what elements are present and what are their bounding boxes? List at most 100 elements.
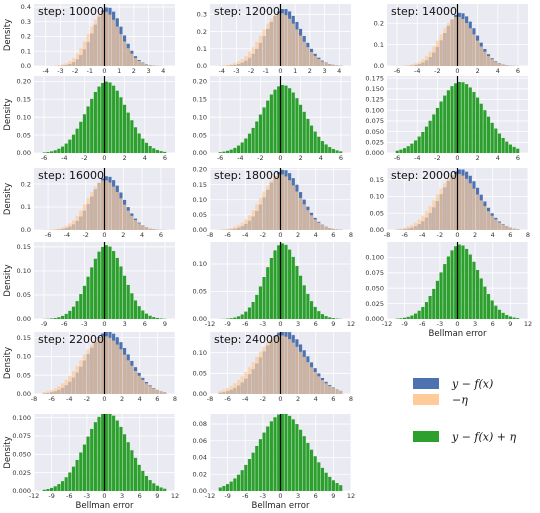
bar-neg-eta — [90, 344, 94, 394]
x-tick-label: -6 — [45, 231, 51, 239]
y-tick-label: 0.05 — [193, 131, 207, 139]
bar-y-minus-f-plus-eta — [295, 265, 299, 319]
bar-neg-eta — [148, 386, 152, 394]
bar-neg-eta — [152, 388, 156, 394]
bar-y-minus-f-plus-eta — [446, 90, 450, 153]
x-tick-label: 6 — [314, 492, 318, 500]
bar-neg-eta — [229, 64, 233, 66]
bar-y-minus-f-plus-eta — [53, 150, 57, 153]
bar-neg-eta — [309, 215, 314, 230]
bar-y-minus-f-plus-eta — [104, 81, 108, 153]
x-tick-label: -4 — [66, 395, 72, 403]
y-tick-label: 0.050 — [365, 284, 384, 292]
bar-y-minus-f-plus-eta — [277, 86, 281, 153]
bar-y-minus-f-plus-eta — [93, 92, 97, 153]
bar-neg-eta — [57, 65, 61, 66]
bar-neg-eta — [273, 336, 277, 394]
bar-neg-eta — [229, 385, 233, 394]
bar-y-minus-f-plus-eta — [288, 415, 292, 491]
x-axis-label: Bellman error — [252, 501, 310, 511]
bar-neg-eta — [406, 65, 410, 66]
x-tick-label: -6 — [242, 492, 248, 500]
bar-y-minus-f-plus-eta — [75, 459, 79, 491]
y-tick-label: 0.150 — [365, 85, 384, 93]
bar-neg-eta — [42, 392, 46, 394]
bar-y-minus-f-plus-eta — [222, 151, 226, 153]
bar-y-minus-f-plus-eta — [501, 137, 505, 153]
bar-neg-eta — [119, 34, 123, 66]
bar-y-minus-f-plus-eta — [410, 315, 414, 319]
x-tick-label: 0 — [102, 67, 106, 75]
y-axis-label: Density — [3, 98, 13, 130]
x-tick-label: 4 — [496, 154, 500, 162]
bar-neg-eta — [53, 388, 57, 394]
bar-neg-eta — [112, 19, 116, 67]
y-tick-label: 0.0 — [197, 62, 207, 70]
bottom-panel-6: -12 -9 -6 -3 0 3 6 9 12 0.000 0.025 0.050 0.075 0.100 — [12, 414, 179, 500]
x-tick-label: -8 — [207, 231, 213, 239]
bar-y-minus-f-plus-eta — [115, 257, 119, 319]
x-tick-label: 4 — [140, 231, 144, 239]
bar-y-minus-f-plus-eta — [324, 144, 328, 153]
bar-y-minus-f-plus-eta — [475, 97, 480, 153]
x-tick-label: 9 — [331, 320, 335, 328]
bar-y-minus-f-plus-eta — [421, 131, 425, 153]
top-panel-6: -8 -6 -4 -2 0 2 4 6 8 0.00 0.05 0.10 0.15 step: 22000 — [17, 332, 177, 403]
bar-neg-eta — [233, 62, 237, 66]
x-tick-label: -6 — [48, 395, 54, 403]
bar-neg-eta — [141, 225, 145, 230]
bar-neg-eta — [133, 371, 138, 394]
bottom-panel-7: -12 -9 -6 -3 0 3 6 9 12 0.00 0.02 0.04 0.06 0.08 — [193, 414, 355, 500]
bar-y-minus-f-plus-eta — [126, 284, 130, 319]
x-tick-label: -4 — [419, 231, 425, 239]
bar-neg-eta — [137, 223, 141, 230]
bar-y-minus-f-plus-eta — [258, 286, 263, 319]
bar-y-minus-f-plus-eta — [439, 101, 443, 153]
bar-y-minus-f-plus-eta — [229, 481, 233, 491]
x-tick-label: -8 — [207, 395, 213, 403]
x-tick-label: 0 — [278, 492, 282, 500]
bar-y-minus-f-plus-eta — [424, 302, 429, 319]
bar-neg-eta — [226, 388, 230, 394]
bar-neg-eta — [244, 371, 248, 394]
bar-neg-eta — [328, 385, 332, 394]
bar-y-minus-f-plus-eta — [148, 145, 152, 153]
bar-y-minus-f-plus-eta — [244, 464, 248, 491]
bar-y-minus-f-plus-eta — [82, 285, 87, 319]
bar-y-minus-f-plus-eta — [413, 313, 418, 319]
bar-y-minus-f-plus-eta — [306, 118, 310, 153]
y-tick-label: 0.00 — [17, 315, 31, 323]
bar-neg-eta — [101, 11, 105, 66]
y-tick-label: 0.15 — [17, 95, 31, 103]
bar-y-minus-f-plus-eta — [50, 318, 54, 319]
bar-neg-eta — [258, 35, 263, 66]
bar-y-minus-f-plus-eta — [163, 151, 167, 153]
bar-neg-eta — [424, 211, 429, 230]
bar-neg-eta — [306, 47, 310, 66]
bar-neg-eta — [79, 360, 83, 394]
bar-neg-eta — [295, 191, 299, 230]
bar-neg-eta — [432, 46, 436, 66]
bar-y-minus-f-plus-eta — [291, 256, 295, 319]
bar-y-minus-f-plus-eta — [490, 300, 494, 319]
bar-neg-eta — [269, 180, 273, 230]
bar-neg-eta — [439, 34, 443, 66]
y-tick-label: 0.05 — [370, 209, 384, 217]
bar-y-minus-f-plus-eta — [439, 272, 443, 319]
bar-y-minus-f-plus-eta — [159, 318, 163, 319]
y-tick-label: 0.075 — [12, 432, 31, 440]
y-tick-label: 0.1 — [197, 45, 207, 53]
bar-y-minus-f-plus-eta — [101, 82, 105, 153]
bar-y-minus-f-plus-eta — [130, 120, 134, 153]
bar-y-minus-f-plus-eta — [93, 422, 97, 491]
x-tick-label: 6 — [516, 154, 520, 162]
bar-y-minus-f-plus-eta — [320, 141, 325, 153]
bar-neg-eta — [141, 63, 145, 66]
bar-neg-eta — [236, 225, 241, 230]
bar-y-minus-f-plus-eta — [298, 275, 303, 319]
x-tick-label: 12 — [347, 320, 355, 328]
x-tick-label: 6 — [314, 320, 318, 328]
bar-neg-eta — [284, 176, 288, 230]
bar-y-minus-f-plus-eta — [490, 122, 494, 153]
